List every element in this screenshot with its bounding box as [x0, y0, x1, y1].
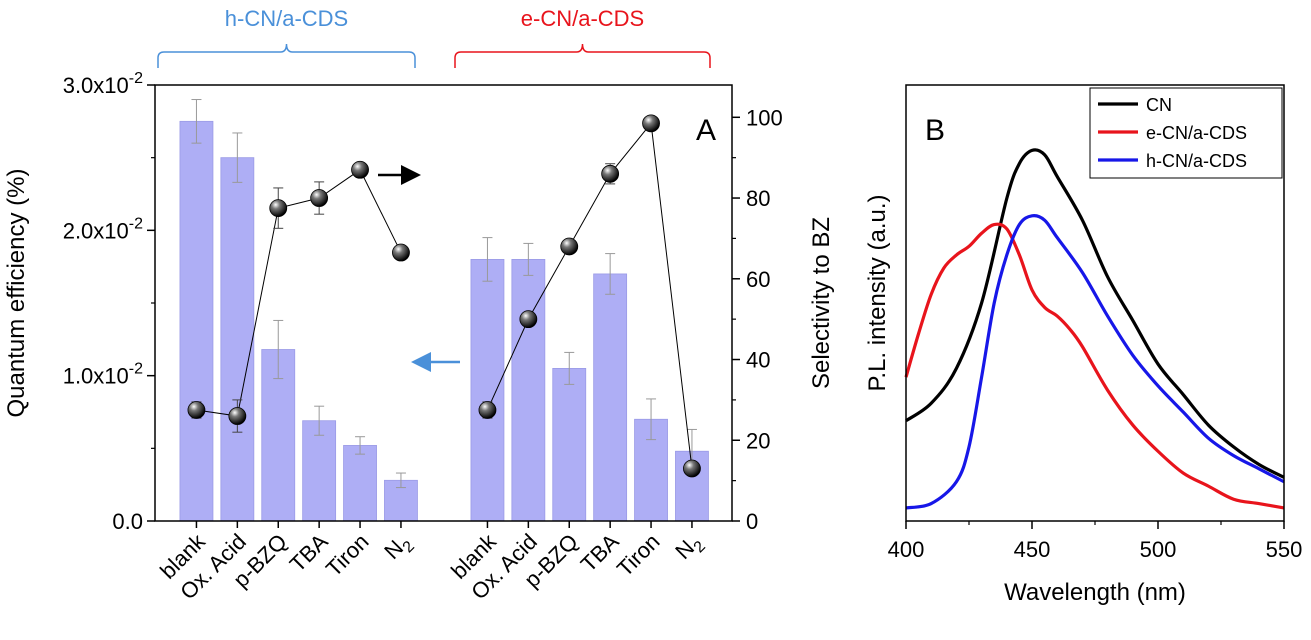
selectivity-point	[269, 199, 288, 218]
panel-a-letter: A	[696, 114, 716, 147]
group-bracket	[454, 43, 711, 68]
left-axis-tick-label: 2.0x10-2	[63, 215, 143, 243]
selectivity-line	[486, 122, 693, 469]
panel-b-x-axis: 400 450 500 550	[888, 521, 1303, 562]
panel-a-selectivity-markers	[187, 114, 701, 478]
selectivity-point	[187, 401, 206, 419]
panel-a-left-axis: 0.0 1.0x10-2 2.0x10-2 3.0x10-2	[63, 70, 155, 534]
panel-a-right-axis: 0 20 40 60 80 100	[732, 105, 783, 534]
qe-bar	[593, 273, 628, 522]
panel-a-right-axis-title: Selectivity to BZ	[808, 217, 835, 389]
selectivity-point	[478, 401, 497, 419]
qe-bar	[302, 420, 337, 522]
qe-bar	[343, 445, 377, 522]
selectivity-point	[519, 310, 538, 329]
pl-line-h-cn-a-cds	[905, 214, 1285, 510]
selectivity-point	[560, 237, 579, 256]
category-label: Tiron	[321, 529, 374, 582]
x-axis-tick-label: 500	[1140, 537, 1177, 562]
panel-a-bar-error-bars	[191, 99, 697, 489]
right-axis-tick-label: 40	[746, 348, 770, 373]
category-label: N2	[379, 529, 418, 568]
right-axis-tick-label: 0	[746, 509, 758, 534]
legend-entry: h-CN/a-CDS	[1146, 151, 1247, 171]
selectivity-point	[601, 164, 620, 183]
panel-a-group-brackets	[157, 43, 711, 68]
category-label: N2	[670, 529, 709, 568]
legend-entry: CN	[1146, 95, 1172, 115]
group-bracket	[157, 43, 416, 68]
qe-bar	[179, 120, 214, 522]
panel-a-chart: 0.0 1.0x10-2 2.0x10-2 3.0x10-2 0 20 40 60 80 100…	[3, 6, 835, 604]
right-axis-tick-label: 80	[746, 186, 770, 211]
right-axis-tick-label: 60	[746, 267, 770, 292]
legend-entry: e-CN/a-CDS	[1146, 123, 1247, 143]
x-axis-tick-label: 550	[1266, 537, 1303, 562]
qe-bar	[470, 258, 505, 522]
category-label: Tiron	[612, 529, 665, 582]
panel-b-letter: B	[925, 114, 945, 147]
group-label-e-cn: e-CN/a-CDS	[521, 6, 644, 31]
x-axis-tick-label: 450	[1014, 537, 1051, 562]
left-axis-tick-label: 0.0	[112, 509, 143, 534]
right-axis-tick-label: 100	[746, 105, 783, 130]
panel-a-bars	[179, 120, 709, 522]
qe-bar	[220, 157, 255, 522]
panel-a-axis-arrows	[378, 165, 460, 372]
selectivity-point	[392, 243, 410, 262]
qe-bar	[552, 367, 587, 522]
panel-a-y-axis-title: Quantum efficiency (%)	[3, 169, 30, 418]
panel-b-series-lines	[904, 148, 1285, 510]
selectivity-point	[351, 160, 369, 179]
panel-b-y-axis-title: P.L. intensity (a.u.)	[864, 195, 891, 392]
x-axis-tick-label: 400	[888, 537, 925, 562]
panel-b-chart: 400 450 500 550 Wavelength (nm) P.L. intens…	[864, 84, 1303, 606]
left-axis-tick-label: 1.0x10-2	[63, 361, 143, 389]
left-axis-tick-label: 3.0x10-2	[63, 70, 143, 98]
selectivity-point	[228, 407, 247, 425]
panel-b-legend: CN e-CN/a-CDS h-CN/a-CDS	[1089, 87, 1283, 179]
panel-b-x-axis-title: Wavelength (nm)	[1004, 579, 1186, 606]
selectivity-point	[310, 189, 329, 207]
selectivity-point	[683, 459, 701, 478]
selectivity-point	[642, 114, 660, 133]
right-axis-tick-label: 20	[746, 428, 770, 453]
pl-line-e-cn-a-cds	[904, 222, 1285, 510]
group-label-h-cn: h-CN/a-CDS	[225, 6, 348, 31]
pl-line-cn	[905, 148, 1285, 479]
